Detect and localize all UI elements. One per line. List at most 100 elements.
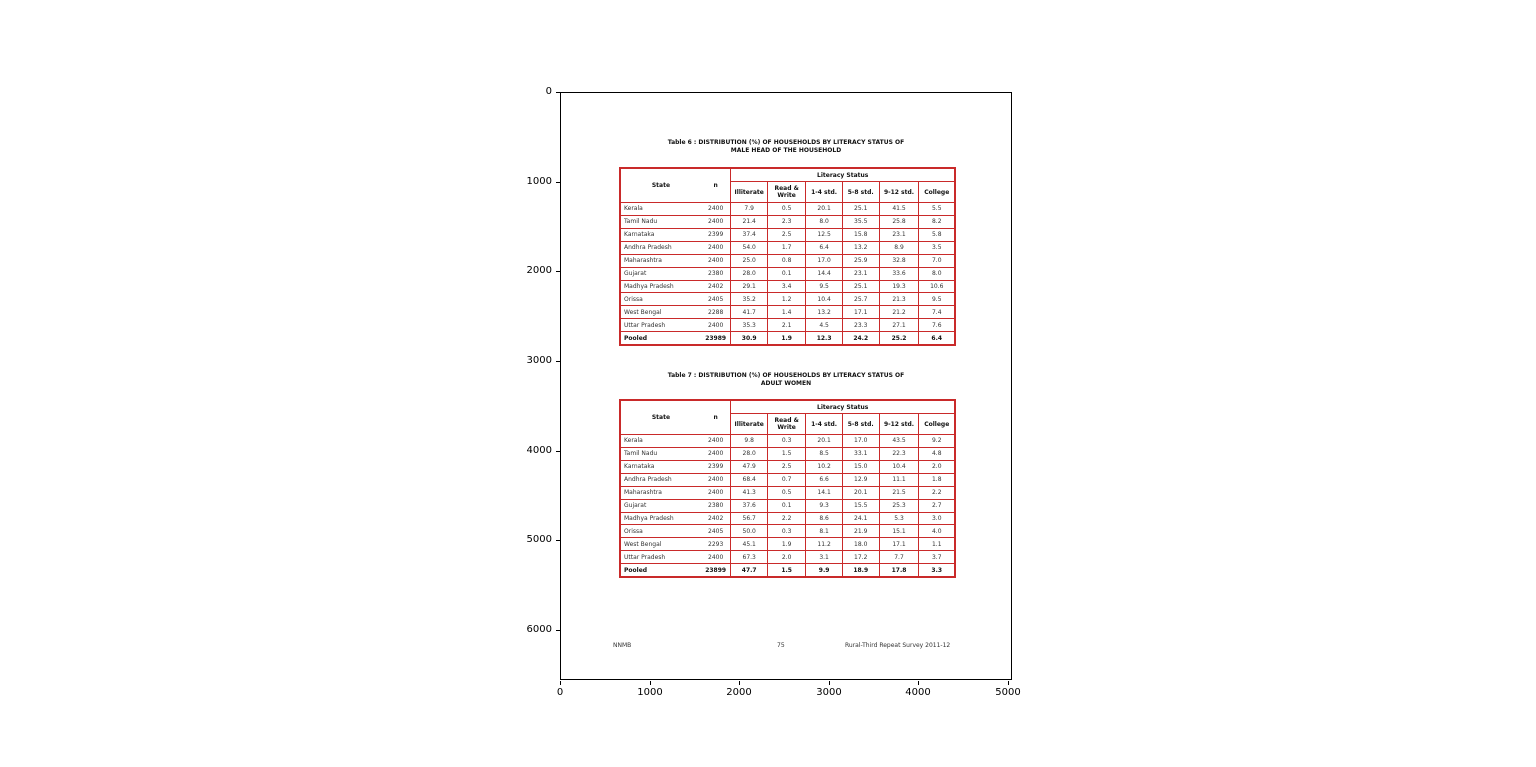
y-tick-label: 3000 <box>526 355 552 366</box>
value-cell: 2293 <box>700 537 731 552</box>
value-cell: 21.4 <box>730 215 768 229</box>
value-cell: 37.4 <box>730 228 768 242</box>
state-cell: Uttar Pradesh <box>621 550 701 565</box>
value-cell: 1.4 <box>766 305 806 320</box>
state-cell: Madhya Pradesh <box>621 280 701 294</box>
value-cell: 18.0 <box>841 537 880 552</box>
value-cell: 6.4 <box>918 331 954 344</box>
axis-tick <box>650 681 651 685</box>
value-cell: 13.2 <box>805 305 843 320</box>
value-cell: 0.1 <box>766 267 806 281</box>
y-tick-label: 0 <box>545 86 552 97</box>
value-cell: 8.6 <box>805 512 843 526</box>
value-cell: 3.3 <box>918 563 954 576</box>
x-tick-label: 2000 <box>726 687 752 698</box>
value-cell: 8.9 <box>878 241 919 255</box>
value-cell: 0.7 <box>766 473 806 487</box>
table7: State n Literacy Status Illiterate Read … <box>619 399 956 578</box>
value-cell: 5.8 <box>918 228 954 242</box>
value-cell: 35.2 <box>730 292 768 307</box>
state-cell: Orissa <box>621 292 701 307</box>
value-cell: 25.0 <box>730 254 768 268</box>
col-header-9-12-std: 9-12 std. <box>878 413 919 435</box>
table-row: Uttar Pradesh 2400 35.3 2.1 4.5 23.3 27.1 7.6 <box>621 318 954 333</box>
value-cell: 15.8 <box>841 228 880 242</box>
value-cell: 14.1 <box>805 486 843 500</box>
axis-tick <box>560 681 561 685</box>
value-cell: 6.4 <box>805 241 843 255</box>
value-cell: 2288 <box>700 305 731 320</box>
value-cell: 2400 <box>700 202 731 216</box>
value-cell: 33.6 <box>878 267 919 281</box>
value-cell: 30.9 <box>730 331 768 344</box>
table-row: Gujarat 2380 28.0 0.1 14.4 23.1 33.6 8.0 <box>621 267 954 281</box>
value-cell: 21.5 <box>878 486 919 500</box>
value-cell: 3.0 <box>918 512 954 526</box>
value-cell: 12.9 <box>841 473 880 487</box>
state-cell: Tamil Nadu <box>621 447 701 461</box>
value-cell: 25.1 <box>841 202 880 216</box>
value-cell: 10.4 <box>878 460 919 474</box>
value-cell: 47.7 <box>730 563 768 576</box>
value-cell: 2400 <box>700 550 731 565</box>
col-header-1-4-std: 1-4 std. <box>805 413 843 435</box>
state-cell: Karnataka <box>621 228 701 242</box>
value-cell: 10.2 <box>805 460 843 474</box>
value-cell: 0.5 <box>766 202 806 216</box>
value-cell: 2.0 <box>766 550 806 565</box>
plot-area: Table 6 : DISTRIBUTION (%) OF HOUSEHOLDS… <box>560 92 1012 680</box>
group-header-literacy-status: Literacy Status <box>730 401 954 414</box>
value-cell: 67.3 <box>730 550 768 565</box>
col-header-illiterate: Illiterate <box>730 413 768 435</box>
value-cell: 25.3 <box>878 499 919 513</box>
table-row: West Bengal 2288 41.7 1.4 13.2 17.1 21.2 7.4 <box>621 305 954 320</box>
col-header-college: College <box>918 181 954 203</box>
value-cell: 21.3 <box>878 292 919 307</box>
table-row: Karnataka 2399 37.4 2.5 12.5 15.8 23.1 5.8 <box>621 228 954 242</box>
table-row: Orissa 2405 35.2 1.2 10.4 25.7 21.3 9.5 <box>621 292 954 307</box>
col-header-5-8-std: 5-8 std. <box>841 181 880 203</box>
value-cell: 17.1 <box>878 537 919 552</box>
value-cell: 2400 <box>700 215 731 229</box>
table-row: Maharashtra 2400 25.0 0.8 17.0 25.9 32.8 7.0 <box>621 254 954 268</box>
value-cell: 7.0 <box>918 254 954 268</box>
axis-tick <box>556 540 560 541</box>
value-cell: 21.9 <box>841 524 880 539</box>
value-cell: 1.8 <box>918 473 954 487</box>
value-cell: 23.1 <box>841 267 880 281</box>
col-header-state: State <box>621 401 701 435</box>
value-cell: 11.2 <box>805 537 843 552</box>
value-cell: 32.8 <box>878 254 919 268</box>
value-cell: 1.7 <box>766 241 806 255</box>
state-cell: Maharashtra <box>621 486 701 500</box>
table-row: Tamil Nadu 2400 21.4 2.3 8.0 35.5 25.8 8.2 <box>621 215 954 229</box>
value-cell: 0.3 <box>766 434 806 448</box>
value-cell: 2399 <box>700 460 731 474</box>
value-cell: 2.2 <box>766 512 806 526</box>
value-cell: 1.5 <box>766 563 806 576</box>
value-cell: 8.5 <box>805 447 843 461</box>
value-cell: 2405 <box>700 524 731 539</box>
value-cell: 2400 <box>700 486 731 500</box>
value-cell: 12.3 <box>805 331 843 344</box>
state-cell: Kerala <box>621 202 701 216</box>
x-tick-label: 3000 <box>816 687 842 698</box>
value-cell: 23899 <box>705 566 727 574</box>
value-cell: 17.2 <box>841 550 880 565</box>
axis-tick <box>918 681 919 685</box>
value-cell: 27.1 <box>878 318 919 333</box>
table7-title: Table 7 : DISTRIBUTION (%) OF HOUSEHOLDS… <box>621 372 951 388</box>
value-cell: 5.5 <box>918 202 954 216</box>
value-cell: 13.2 <box>841 241 880 255</box>
value-cell: 17.8 <box>878 563 919 576</box>
table-row: Madhya Pradesh 2402 56.7 2.2 8.6 24.1 5.3 3.0 <box>621 512 954 526</box>
value-cell: 7.6 <box>918 318 954 333</box>
table-row: Kerala 2400 7.9 0.5 20.1 25.1 41.5 5.5 <box>621 202 954 216</box>
col-header-9-12-std: 9-12 std. <box>878 181 919 203</box>
value-cell: 0.1 <box>766 499 806 513</box>
state-cell: West Bengal <box>621 537 701 552</box>
col-header-n: n <box>700 169 731 203</box>
table-row: Tamil Nadu 2400 28.0 1.5 8.5 33.1 22.3 4.8 <box>621 447 954 461</box>
value-cell: 3.7 <box>918 550 954 565</box>
axis-tick <box>556 182 560 183</box>
